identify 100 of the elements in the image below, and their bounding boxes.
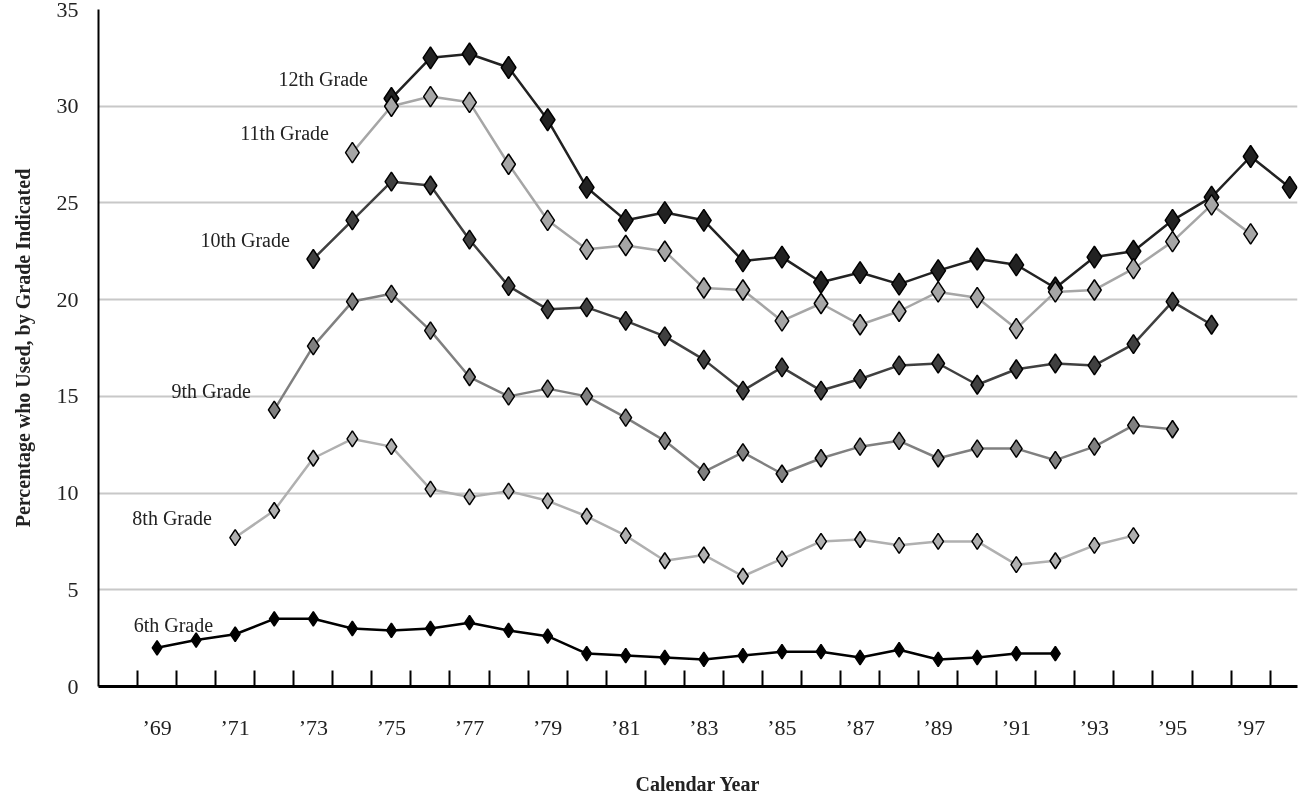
y-axis-title: Percentage who Used, by Grade Indicated (11, 168, 35, 528)
point (1087, 355, 1102, 376)
point (775, 550, 789, 568)
point (540, 299, 555, 320)
point (268, 610, 280, 627)
point (698, 651, 710, 668)
point (462, 367, 477, 387)
point (345, 292, 359, 312)
point (1165, 291, 1180, 312)
point (424, 620, 437, 637)
point (581, 645, 593, 662)
point (658, 552, 671, 570)
point (736, 442, 750, 462)
point (812, 270, 830, 294)
point (892, 431, 906, 451)
point (1008, 253, 1025, 277)
point (345, 210, 360, 231)
x-tick-label: ’75 (376, 714, 407, 740)
point (461, 42, 478, 66)
y-tick-label: 5 (67, 576, 79, 602)
series-label: 12th Grade (278, 68, 369, 91)
point (385, 622, 397, 639)
point (854, 649, 866, 666)
point (971, 649, 983, 666)
y-tick-label: 35 (56, 0, 79, 22)
point (1048, 353, 1063, 374)
x-tick-label: ’89 (923, 714, 953, 740)
point (853, 437, 867, 457)
point (1010, 645, 1022, 662)
point (1049, 552, 1062, 570)
point (1125, 257, 1142, 280)
point (774, 357, 790, 378)
point (267, 400, 281, 420)
point (735, 380, 750, 401)
point (657, 326, 672, 347)
point (541, 379, 555, 399)
point (697, 462, 711, 482)
point (1165, 419, 1180, 439)
point (346, 430, 359, 448)
x-tick-label: ’73 (298, 714, 328, 740)
series-label: 10th Grade (200, 228, 290, 251)
point (892, 355, 907, 376)
point (1203, 193, 1220, 216)
point (503, 622, 515, 639)
point (813, 380, 829, 401)
point (539, 108, 556, 132)
point (1086, 245, 1103, 269)
x-tick-label: ’93 (1079, 714, 1110, 740)
point (502, 482, 515, 500)
x-tick-label: ’77 (454, 714, 485, 740)
point (463, 488, 476, 506)
point (970, 374, 985, 395)
point (773, 245, 791, 269)
point (461, 91, 478, 114)
point (1126, 415, 1141, 435)
point (462, 229, 477, 250)
point (776, 643, 788, 660)
x-tick-label: ’81 (611, 714, 641, 740)
series-label: 9th Grade (171, 379, 251, 402)
x-tick-label: ’71 (220, 714, 250, 740)
point (384, 284, 398, 304)
point (814, 532, 828, 551)
series-label: 11th Grade (240, 122, 330, 145)
point (306, 336, 320, 356)
point (620, 647, 632, 664)
point (1164, 230, 1181, 253)
x-tick-label: ’85 (767, 714, 797, 740)
point (891, 272, 908, 296)
point (1087, 437, 1101, 457)
point (931, 448, 945, 468)
point (659, 649, 671, 666)
point (423, 175, 438, 196)
point (307, 610, 319, 627)
point (736, 567, 749, 585)
point (696, 349, 711, 370)
point (658, 431, 672, 451)
point (424, 480, 437, 498)
point (814, 448, 828, 468)
y-tick-label: 10 (56, 480, 79, 506)
x-axis-title: Calendar Year (635, 772, 760, 795)
point (502, 386, 516, 406)
point (422, 46, 439, 70)
x-tick-label: ’87 (845, 714, 875, 740)
point (932, 651, 944, 668)
point (580, 386, 594, 406)
point (734, 249, 751, 273)
point (697, 546, 710, 564)
point (969, 247, 986, 271)
y-tick-label: 30 (56, 93, 79, 119)
point (422, 85, 439, 108)
point (1049, 645, 1061, 662)
x-tick-label: ’97 (1235, 714, 1266, 740)
point (815, 643, 827, 660)
point (737, 647, 749, 664)
point (463, 614, 476, 631)
point (151, 639, 163, 656)
y-tick-label: 20 (56, 286, 79, 312)
point (307, 449, 320, 467)
point (619, 408, 633, 428)
point (423, 321, 438, 341)
